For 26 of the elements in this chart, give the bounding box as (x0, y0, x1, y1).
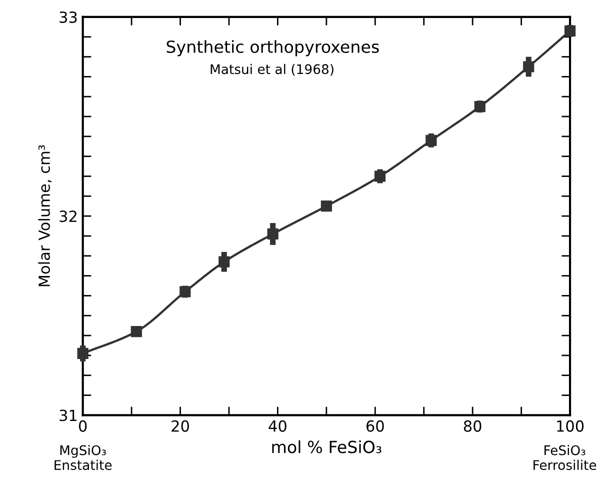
point (320, 200, 332, 212)
point (523, 61, 534, 72)
x-axis-title: mol % FeSiO₃ (272, 440, 382, 454)
y-tick-label: 33 (60, 11, 77, 23)
point (130, 326, 142, 338)
text: FeSiO₃ Ferrosilite (534, 445, 596, 470)
point (180, 286, 191, 298)
text: Synthetic orthopyroxenes (166, 40, 379, 56)
y-tick-label: 32 (60, 210, 76, 222)
y-axis-title: Molar Volume, cm³ (38, 145, 52, 286)
point (374, 170, 386, 182)
x-tick-label: 60 (366, 420, 384, 432)
point (218, 256, 230, 268)
point (474, 101, 486, 112)
y-tick-label: 31 (60, 410, 77, 422)
x-tick-label: 0 (78, 420, 87, 432)
point (77, 348, 88, 359)
text: MgSiO₃ Enstatite (54, 445, 112, 470)
x-tick-label: 80 (464, 420, 482, 432)
x-tick-label: 20 (172, 420, 189, 432)
point (564, 25, 576, 36)
x-tick-label: 40 (268, 420, 286, 432)
annotation: Matsui et al (1968) (210, 64, 334, 76)
point (267, 228, 278, 240)
x-tick-label: 100 (557, 420, 584, 432)
point (426, 134, 437, 146)
